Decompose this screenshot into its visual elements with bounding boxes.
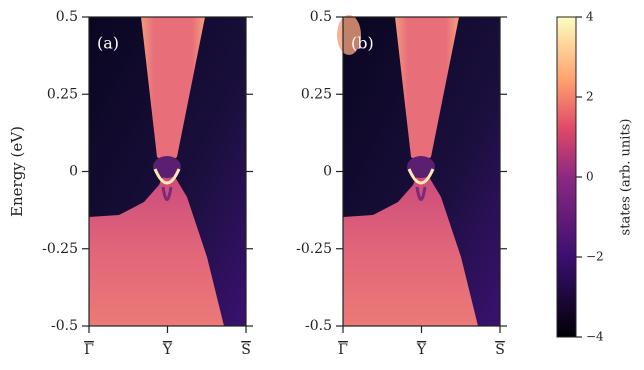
x-tick-label: Γ xyxy=(84,342,94,358)
colorbar-tick-label: 0 xyxy=(586,170,594,184)
x-tick-label: S xyxy=(241,342,251,358)
y-axis-label: Energy (eV) xyxy=(8,126,26,217)
y-tick-label: 0 xyxy=(69,164,78,180)
colorbar-tick-label: 4 xyxy=(586,10,594,24)
y-tick-label: -0.25 xyxy=(296,241,332,257)
y-tick-label: 0.25 xyxy=(47,86,78,102)
x-tick-label: Y xyxy=(416,342,427,358)
colorbar-tick-label: −4 xyxy=(586,330,604,344)
colorbar-label: states (arb. units) xyxy=(619,119,634,236)
y-tick-label: 0 xyxy=(323,164,332,180)
x-tick-label: Y xyxy=(162,342,173,358)
y-tick-label: 0.5 xyxy=(56,9,78,25)
x-tick-label: S xyxy=(495,342,505,358)
heatmap-b xyxy=(337,15,500,326)
colorbar-tick-label: −2 xyxy=(586,250,604,264)
x-tick-label: Γ xyxy=(338,342,348,358)
y-tick-label: -0.5 xyxy=(51,318,78,334)
heatmap-a xyxy=(89,17,246,326)
panel-label: (b) xyxy=(351,34,374,53)
y-tick-label: 0.5 xyxy=(310,9,332,25)
y-tick-label: -0.25 xyxy=(42,241,78,257)
y-tick-label: 0.25 xyxy=(301,86,332,102)
y-tick-label: -0.5 xyxy=(305,318,332,334)
panel-label: (a) xyxy=(97,34,119,53)
colorbar xyxy=(556,16,577,338)
colorbar-tick-label: 2 xyxy=(586,90,594,104)
